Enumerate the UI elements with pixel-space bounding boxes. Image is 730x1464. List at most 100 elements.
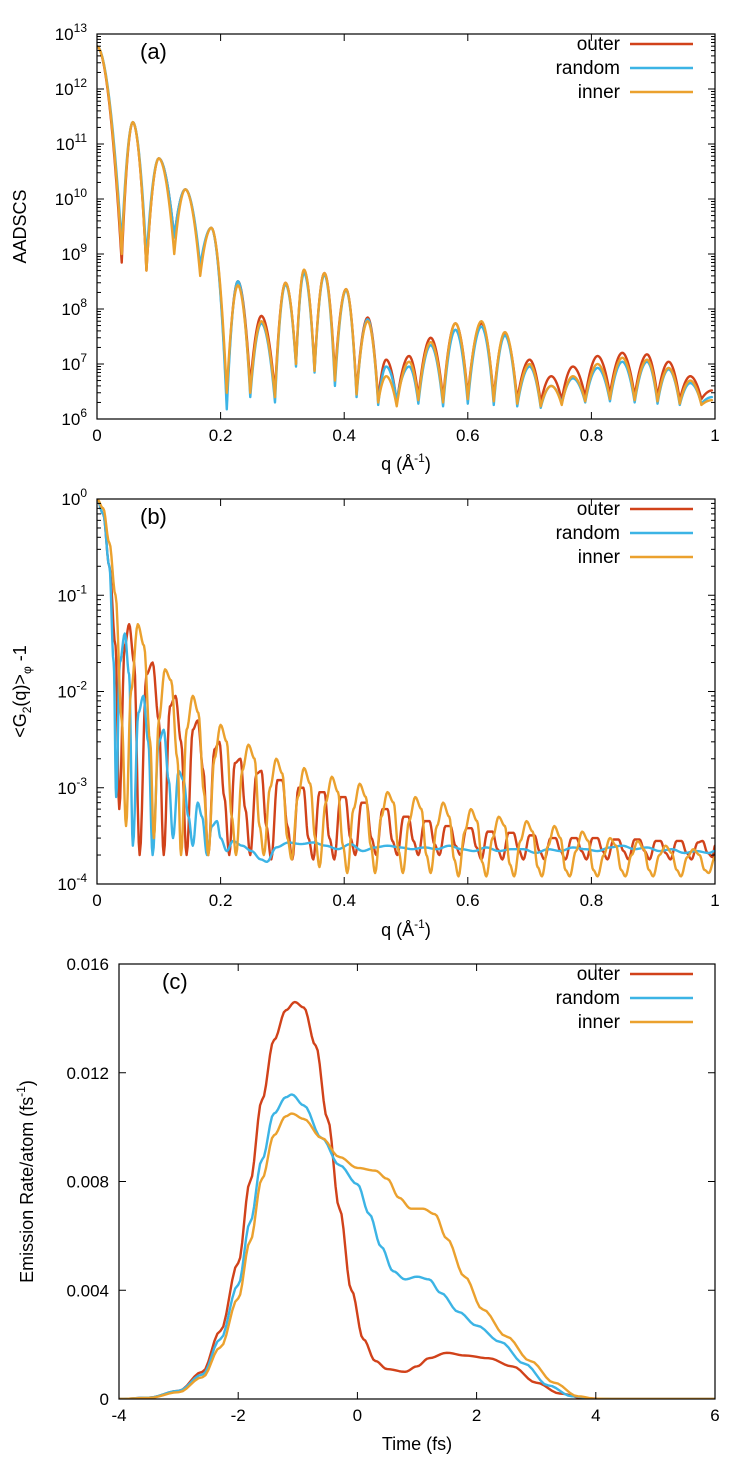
y-tick-label: 10-4 (57, 871, 87, 894)
x-axis-label-text: q (Å (381, 454, 414, 474)
y-axis-label: <G2(q)>φ -1 (10, 645, 34, 738)
legend-label-inner: inner (578, 547, 621, 568)
y-axis-label: Emission Rate/atom (fs-1) (14, 1080, 37, 1283)
y-axis-label-text: Emission Rate/atom (fs (17, 1097, 37, 1283)
x-tick-label: 0.8 (580, 891, 604, 910)
plot-frame (118, 963, 716, 1400)
y-tick-label: 100 (61, 486, 87, 509)
y-tick-base: 10 (57, 683, 76, 702)
x-axis-label-close: ) (425, 454, 431, 474)
y-tick-base: 10 (57, 779, 76, 798)
y-tick-base: 10 (56, 135, 75, 154)
series-group (97, 499, 715, 878)
x-tick-label: -4 (111, 1406, 126, 1425)
y-tick-label: 10-2 (57, 679, 87, 702)
y-tick-label: 108 (61, 296, 87, 319)
y-tick-exponent: -4 (76, 871, 87, 885)
legend-label-outer: outer (577, 499, 621, 520)
y-tick-base: 10 (55, 80, 74, 99)
y-axis-label-text: -1 (10, 645, 30, 666)
x-tick-label: 4 (591, 1406, 600, 1425)
y-tick-base: 10 (61, 245, 80, 264)
y-tick-exponent: 6 (80, 406, 87, 420)
y-tick-label: 107 (61, 351, 87, 374)
panel-label: (b) (140, 504, 167, 529)
y-tick-exponent: -2 (76, 679, 87, 693)
y-tick-label: 1012 (55, 76, 88, 99)
x-axis-label-close: ) (425, 920, 431, 940)
y-tick-base: 10 (57, 586, 76, 605)
y-tick-exponent: 12 (74, 76, 88, 90)
x-tick-label: 1 (710, 891, 719, 910)
series-line-outer (119, 1000, 715, 1399)
y-tick-exponent: 10 (74, 186, 88, 200)
y-tick-label: 10-1 (57, 582, 87, 605)
y-tick-exponent: -1 (76, 582, 87, 596)
series-group (97, 45, 714, 411)
y-tick-base: 10 (55, 190, 74, 209)
legend-label-random: random (556, 523, 620, 544)
y-tick-label: 0.004 (66, 1281, 109, 1300)
series-group (119, 1000, 715, 1399)
y-axis-label-subscript: 2 (20, 706, 34, 713)
x-tick-label: 0.6 (456, 891, 480, 910)
x-tick-label: 0.6 (456, 426, 480, 445)
x-tick-label: -2 (231, 1406, 246, 1425)
plot-frame (96, 33, 716, 420)
x-tick-label: 6 (710, 1406, 719, 1425)
x-tick-label: 0 (92, 426, 101, 445)
x-tick-label: 1 (710, 426, 719, 445)
y-tick-base: 10 (57, 875, 76, 894)
x-tick-label: 0.2 (209, 891, 233, 910)
y-tick-exponent: 7 (80, 351, 87, 365)
x-tick-label: 0.8 (580, 426, 604, 445)
series-line-outer (97, 499, 715, 861)
x-tick-label: 0.4 (332, 426, 356, 445)
panel-label: (c) (162, 969, 188, 994)
x-axis-label-text: Time (fs) (382, 1434, 452, 1454)
y-tick-label: 106 (61, 406, 87, 429)
series-line-inner (97, 45, 714, 408)
x-tick-label: 0.4 (332, 891, 356, 910)
x-axis-label-text: q (Å (381, 920, 414, 940)
y-tick-label: 1011 (56, 131, 88, 154)
y-tick-exponent: 11 (75, 131, 88, 145)
y-tick-label: 1010 (55, 186, 88, 209)
panel-label: (a) (140, 39, 167, 64)
x-tick-label: 2 (472, 1406, 481, 1425)
y-axis-label-text: AADSCS (10, 189, 30, 263)
y-tick-exponent: -3 (76, 775, 87, 789)
y-tick-base: 10 (61, 490, 80, 509)
y-axis-label: AADSCS (10, 189, 30, 263)
y-axis-label-text: <G (10, 713, 30, 738)
x-tick-label: 0.2 (209, 426, 233, 445)
y-axis-label-text: (q)> (10, 674, 30, 707)
series-line-inner (97, 499, 715, 878)
legend-label-random: random (556, 988, 620, 1009)
x-axis-label: Time (fs) (382, 1434, 452, 1454)
x-axis-label-superscript: -1 (414, 917, 425, 931)
legend-label-random: random (556, 58, 620, 79)
y-tick-base: 10 (55, 25, 74, 44)
y-tick-label: 1013 (55, 21, 88, 44)
series-line-random (119, 1093, 715, 1399)
y-tick-label: 0 (100, 1390, 109, 1409)
x-tick-label: 0 (92, 891, 101, 910)
y-tick-label: 10-3 (57, 775, 87, 798)
legend-label-outer: outer (577, 964, 621, 985)
x-axis-label: q (Å-1) (381, 917, 431, 940)
y-tick-base: 10 (61, 355, 80, 374)
y-tick-exponent: 0 (80, 486, 87, 500)
series-line-inner (119, 1112, 715, 1399)
x-axis-label: q (Å-1) (381, 451, 431, 474)
y-tick-label: 0.012 (66, 1064, 109, 1083)
y-tick-base: 10 (61, 300, 80, 319)
x-tick-label: 0 (353, 1406, 362, 1425)
y-tick-exponent: 13 (74, 21, 88, 35)
panel-a: 0 0.2 0.4 0.6 0.8 110610710810910101011101210… (10, 21, 720, 474)
y-tick-label: 0.016 (66, 955, 109, 974)
y-axis-label-superscript: -1 (14, 1086, 28, 1097)
panel-c: -4 -2 0 2 4 6 0 0.004 0.008 0.012 0.016 Time (fs) Em… (14, 955, 720, 1454)
